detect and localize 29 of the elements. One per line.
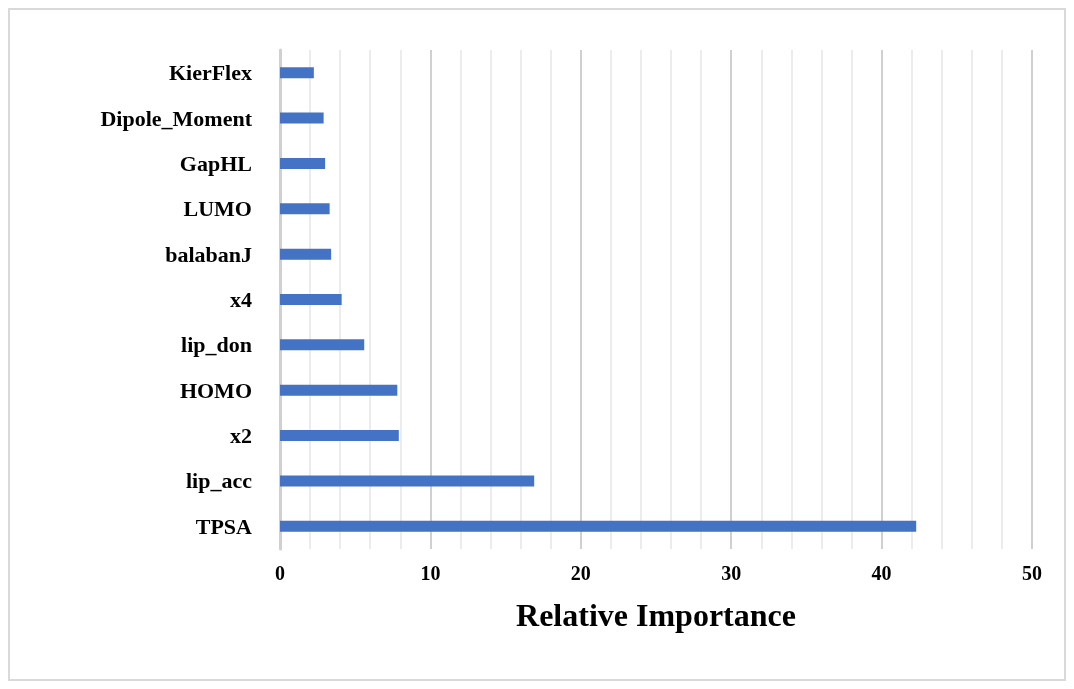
x-tick-label: 20	[570, 562, 591, 584]
bar	[280, 384, 398, 396]
y-tick-label: TPSA	[195, 513, 253, 539]
bar	[280, 339, 365, 351]
x-tick-label: 50	[1022, 562, 1042, 584]
x-axis-title: Relative Importance	[516, 597, 796, 633]
y-tick-label: HOMO	[179, 377, 252, 403]
y-tick-label: lip_don	[181, 332, 252, 358]
y-tick-label: lip_acc	[186, 468, 253, 494]
bar	[280, 203, 330, 215]
bar	[280, 294, 342, 305]
bar	[280, 157, 326, 169]
y-tick-label: KierFlex	[168, 60, 252, 86]
y-tick-label: x4	[230, 287, 252, 312]
y-tick-label: x2	[230, 423, 252, 449]
bar	[280, 112, 324, 124]
x-tick-label: 40	[871, 562, 892, 584]
bar	[280, 67, 314, 79]
x-tick-label: 10	[420, 562, 441, 584]
y-tick-label: balabanJ	[165, 241, 252, 267]
bar	[280, 430, 399, 442]
bar	[280, 248, 332, 260]
x-tick-label: 0	[275, 562, 285, 584]
y-tick-label: GapHL	[179, 150, 252, 176]
y-tick-label: LUMO	[183, 196, 252, 222]
y-tick-label: Dipole_Moment	[100, 105, 253, 131]
bar	[280, 475, 535, 487]
bar	[280, 520, 917, 532]
x-tick-label: 30	[721, 562, 742, 584]
